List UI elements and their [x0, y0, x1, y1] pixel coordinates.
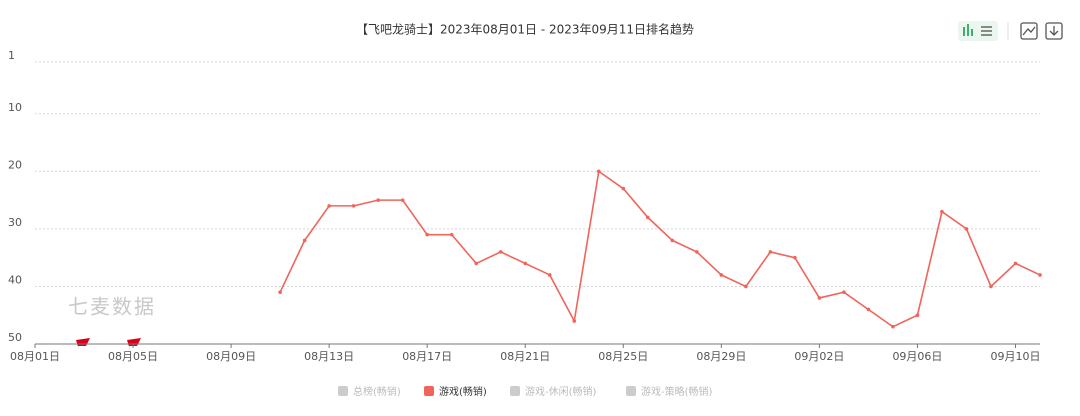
x-tick-label: 09月06日 — [892, 350, 942, 363]
chart-title: 【飞吧龙骑士】2023年08月01日 - 2023年09月11日排名趋势 — [356, 22, 694, 37]
data-point — [695, 250, 699, 254]
x-tick-label: 08月05日 — [108, 350, 158, 363]
y-tick-label: 10 — [8, 101, 22, 114]
y-tick-label: 50 — [8, 331, 22, 344]
data-point — [596, 169, 601, 174]
data-point — [866, 307, 871, 312]
data-point — [449, 232, 454, 237]
legend-item[interactable]: 游戏(畅销) — [424, 385, 487, 398]
data-point — [670, 238, 675, 243]
x-tick-label: 08月09日 — [206, 350, 256, 363]
x-tick-label: 09月02日 — [794, 350, 844, 363]
legend-swatch — [510, 386, 520, 396]
data-point — [940, 209, 944, 214]
data-point — [376, 198, 380, 202]
x-tick-label: 08月17日 — [402, 350, 452, 363]
legend-label: 游戏-策略(畅销) — [641, 385, 713, 398]
bar-icon — [963, 24, 973, 36]
data-point — [768, 250, 773, 254]
list-icon — [981, 26, 992, 36]
data-point — [302, 238, 307, 243]
data-point — [400, 198, 405, 202]
data-point — [817, 296, 822, 300]
legend-swatch — [424, 386, 434, 396]
toolbar — [958, 21, 1063, 41]
data-point — [1038, 273, 1042, 277]
x-tick-label: 08月01日 — [10, 350, 60, 363]
data-point — [523, 261, 528, 266]
legend-item[interactable]: 游戏-策略(畅销) — [626, 385, 713, 398]
data-point — [351, 204, 356, 208]
legend-swatch — [626, 386, 636, 396]
data-point — [646, 215, 650, 220]
data-point — [915, 313, 920, 318]
image-icon — [1022, 26, 1036, 36]
y-tick-label: 30 — [8, 216, 22, 229]
data-point — [278, 290, 282, 295]
x-tick-label: 08月29日 — [696, 350, 746, 363]
watermark: 七麦数据 — [68, 295, 156, 319]
legend-label: 游戏-休闲(畅销) — [525, 385, 597, 398]
data-point — [498, 250, 503, 254]
data-point — [842, 290, 846, 295]
y-tick-label: 40 — [8, 273, 22, 286]
series-line — [279, 169, 1041, 328]
x-tick-label: 09月10日 — [990, 350, 1040, 363]
data-point — [1013, 261, 1018, 266]
download-icon — [1049, 26, 1059, 36]
x-tick-label: 08月21日 — [500, 350, 550, 363]
legend-label: 游戏(畅销) — [439, 385, 487, 398]
data-point — [327, 204, 331, 208]
image-button[interactable] — [1020, 22, 1038, 40]
data-point — [964, 227, 969, 231]
data-point — [474, 261, 479, 266]
legend-item[interactable]: 总榜(畅销) — [338, 385, 401, 398]
data-point — [793, 255, 797, 260]
legend-swatch — [338, 386, 348, 396]
data-point — [425, 232, 429, 237]
x-tick-label: 08月13日 — [304, 350, 354, 363]
y-tick-label: 1 — [8, 49, 15, 62]
y-tick-label: 20 — [8, 158, 22, 171]
data-point — [719, 273, 724, 277]
x-tick-label: 08月25日 — [598, 350, 648, 363]
data-point — [621, 186, 626, 191]
data-point — [744, 284, 748, 289]
legend-item[interactable]: 游戏-休闲(畅销) — [510, 385, 597, 398]
data-point — [891, 324, 895, 329]
data-point — [547, 273, 552, 277]
legend-label: 总榜(畅销) — [353, 385, 401, 398]
download-button[interactable] — [1045, 22, 1063, 40]
data-point — [572, 319, 577, 323]
data-point — [989, 284, 993, 289]
